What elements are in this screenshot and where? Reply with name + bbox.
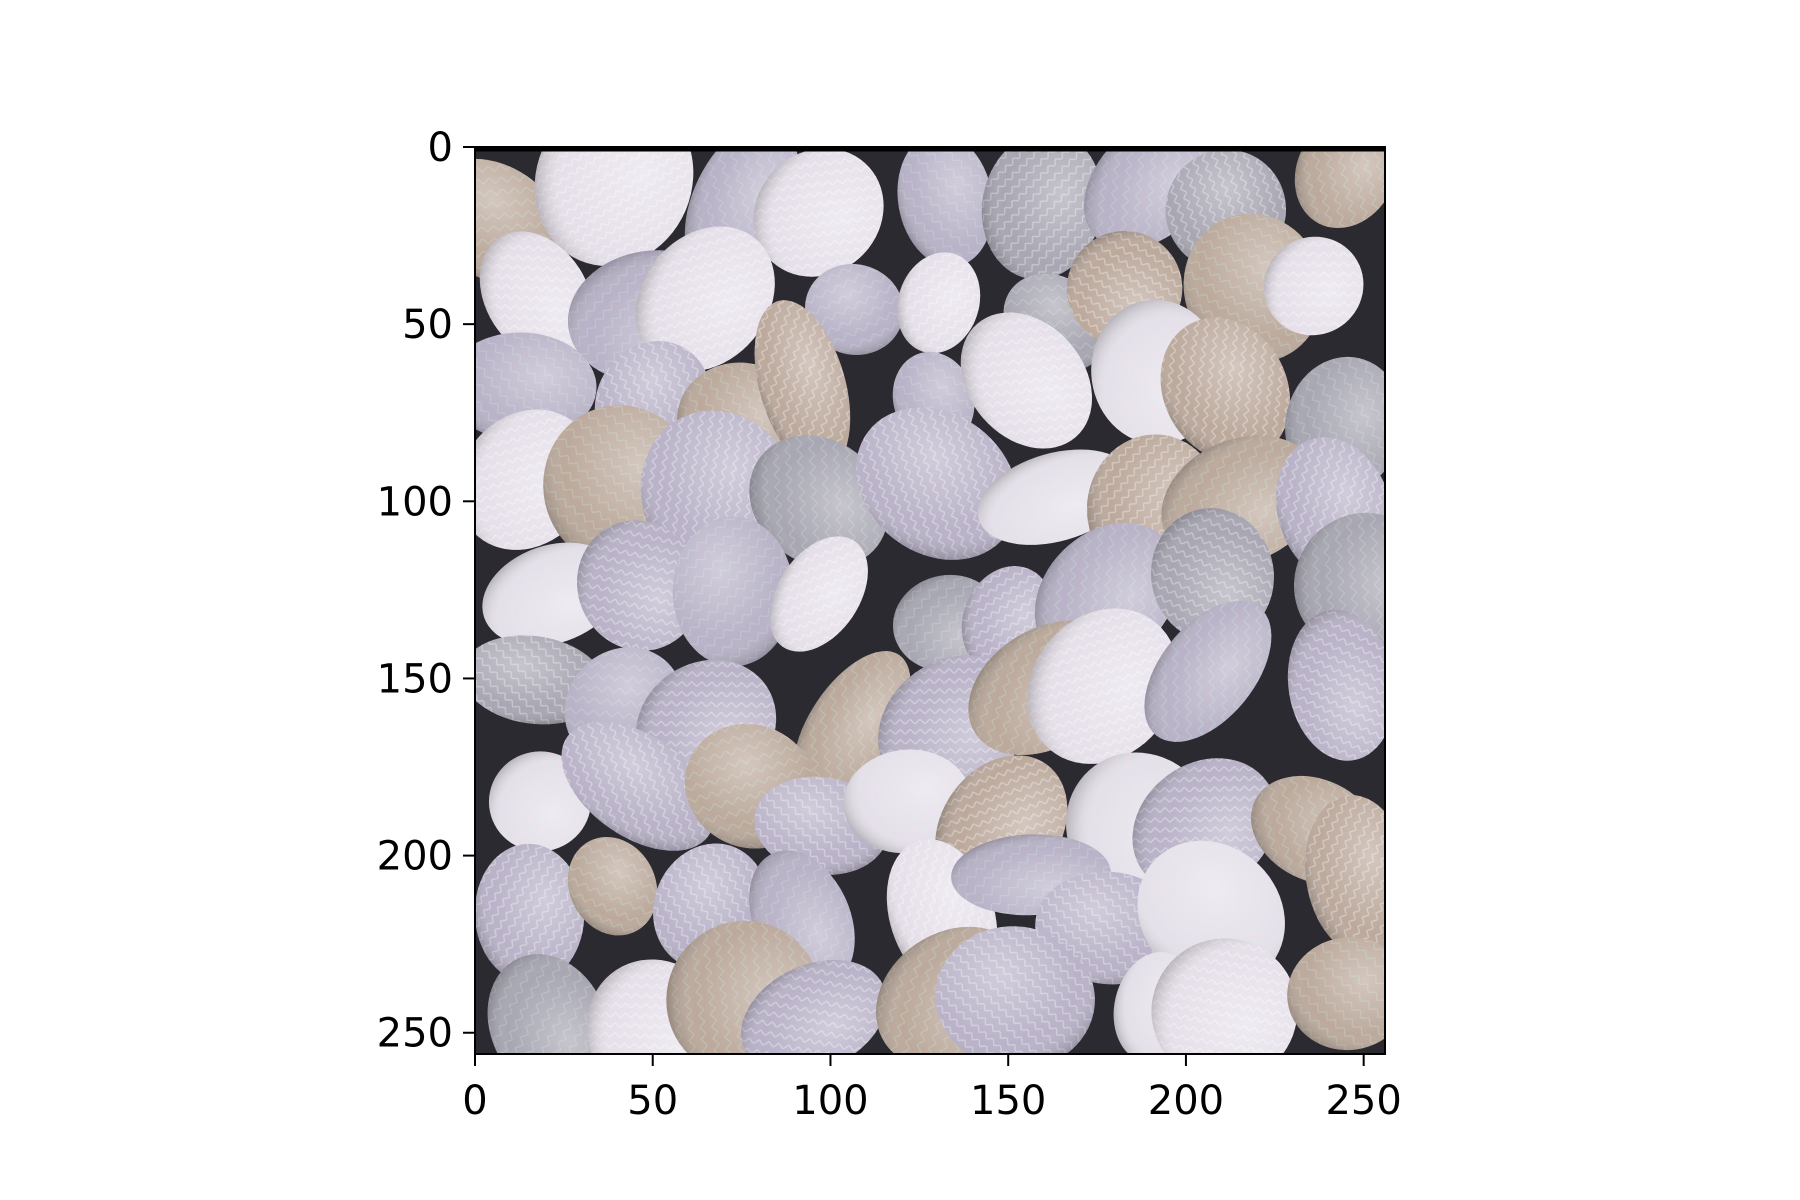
y-tick-label-100: 100 [377,479,453,525]
pebble [479,231,594,361]
pebble [793,651,911,799]
pebble [561,721,715,851]
pebble [1287,937,1385,1051]
pebble [856,407,1018,560]
pebble [1151,938,1298,1054]
pebble [488,751,592,852]
y-tick-label-250: 250 [377,1011,453,1057]
x-axis: 0 50 100 150 200 250 [462,1054,1402,1124]
pebble [749,435,889,568]
y-tick-label-150: 150 [377,656,453,702]
pebble [805,264,904,355]
image-plot-area [475,147,1385,1054]
pebble [981,147,1103,280]
pebble [567,836,658,936]
pebble [935,926,1095,1054]
x-tick-label-250: 250 [1325,1078,1401,1124]
y-tick-label-200: 200 [377,834,453,880]
pebble-texture-image [475,147,1385,1054]
x-tick-label-100: 100 [792,1078,868,1124]
pebble [897,252,981,354]
pebble [487,954,610,1054]
x-tick-label-200: 200 [1148,1078,1224,1124]
x-tick-label-50: 50 [627,1078,678,1124]
pebble [897,147,994,267]
y-axis: 0 50 100 150 200 250 [377,125,475,1057]
pebble [960,312,1093,449]
pebble [635,226,775,372]
pebble [475,843,585,984]
pebble [534,147,694,267]
pebble [577,520,702,651]
pebble [1294,147,1385,229]
pebble [1160,317,1291,462]
x-tick-label-0: 0 [462,1078,487,1124]
pebble [672,516,794,667]
pebble [1287,609,1385,761]
pebble [754,300,851,471]
pebble [741,959,887,1054]
x-tick-label-150: 150 [970,1078,1046,1124]
y-tick-label-0: 0 [428,125,453,171]
pebble [769,536,868,652]
pebble [1263,236,1364,336]
y-tick-label-50: 50 [402,302,453,348]
pebble [753,148,884,277]
pebble [1144,600,1272,742]
pebble [1027,608,1179,764]
